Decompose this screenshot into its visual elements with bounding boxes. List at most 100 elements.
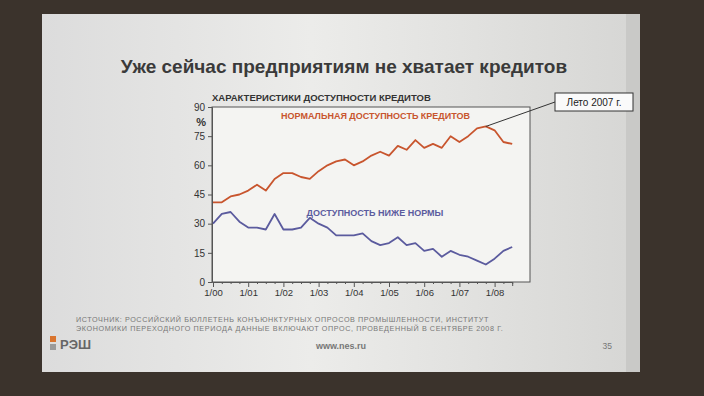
x-tick-mark bbox=[415, 282, 416, 284]
slide bbox=[42, 14, 640, 372]
x-tick-mark bbox=[371, 282, 372, 284]
y-tick: 45 bbox=[194, 189, 212, 200]
x-tick-mark bbox=[310, 282, 311, 284]
x-tick-mark bbox=[512, 282, 513, 284]
x-tick: 1/06 bbox=[415, 282, 434, 298]
y-axis-title: % bbox=[196, 116, 206, 128]
x-tick: 1/08 bbox=[486, 282, 505, 298]
x-tick-label: 1/06 bbox=[415, 287, 434, 298]
y-tick-mark bbox=[208, 165, 212, 166]
slide-edge bbox=[626, 14, 640, 372]
y-axis-line bbox=[208, 108, 213, 283]
x-tick-mark bbox=[486, 282, 487, 284]
y-tick-label: 60 bbox=[194, 160, 206, 171]
x-tick bbox=[275, 282, 276, 284]
x-tick-mark bbox=[231, 282, 232, 284]
x-tick-mark bbox=[257, 282, 258, 284]
plot-frame bbox=[212, 107, 530, 282]
x-tick: 1/02 bbox=[275, 282, 294, 298]
y-tick-label: 45 bbox=[194, 189, 206, 200]
x-tick bbox=[363, 282, 364, 284]
footer-url: www.nes.ru bbox=[315, 341, 366, 351]
x-tick-mark bbox=[301, 282, 302, 284]
x-tick-mark bbox=[222, 282, 223, 284]
series-label: ДОСТУПНОСТЬ НИЖЕ НОРМЫ bbox=[307, 208, 444, 218]
x-tick: 1/07 bbox=[451, 282, 470, 298]
x-tick-label: 1/03 bbox=[310, 287, 329, 298]
x-tick bbox=[257, 282, 258, 284]
x-axis-line bbox=[214, 283, 513, 287]
series-line bbox=[213, 212, 512, 265]
x-tick bbox=[433, 282, 434, 284]
x-tick bbox=[442, 282, 443, 284]
x-tick-label: 1/05 bbox=[380, 287, 399, 298]
x-tick-mark bbox=[503, 282, 504, 284]
x-tick bbox=[239, 282, 240, 284]
y-tick-mark bbox=[208, 136, 212, 137]
x-tick: 1/03 bbox=[310, 282, 329, 298]
x-tick-label: 1/04 bbox=[345, 287, 364, 298]
wall bbox=[0, 0, 704, 396]
x-tick-mark bbox=[433, 282, 434, 284]
x-tick-mark bbox=[239, 282, 240, 284]
y-tick-mark bbox=[208, 195, 212, 196]
x-tick bbox=[292, 282, 293, 284]
x-tick-label: 1/00 bbox=[204, 287, 223, 298]
x-axis: 1/00 1/01 1/02 1/03 1/04 1/05 1/06 1/07 1/08 bbox=[204, 282, 512, 298]
y-tick: 30 bbox=[194, 218, 212, 229]
x-tick: 1/04 bbox=[345, 282, 364, 298]
x-tick-mark bbox=[336, 282, 337, 284]
y-tick: 90 bbox=[194, 102, 212, 113]
x-tick-mark bbox=[275, 282, 276, 284]
source-note: ЭКОНОМИКИ ПЕРЕХОДНОГО ПЕРИОДА ДАННЫЕ ВКЛ… bbox=[76, 324, 503, 333]
y-tick-label: 75 bbox=[194, 131, 206, 142]
y-tick: 15 bbox=[194, 248, 212, 259]
x-tick bbox=[477, 282, 478, 284]
y-tick-label: 15 bbox=[194, 248, 206, 259]
x-tick-mark bbox=[407, 282, 408, 284]
x-tick bbox=[231, 282, 232, 284]
chart-container: Уже сейчас предприятиям не хватает креди… bbox=[0, 0, 704, 396]
x-tick bbox=[407, 282, 408, 284]
x-tick bbox=[266, 282, 267, 284]
x-tick: 1/00 bbox=[204, 282, 223, 298]
y-tick-label: 90 bbox=[194, 102, 206, 113]
x-tick bbox=[486, 282, 487, 284]
series-line bbox=[213, 126, 512, 202]
x-tick bbox=[380, 282, 381, 284]
annotation-box bbox=[555, 93, 633, 111]
x-tick-mark bbox=[363, 282, 364, 284]
x-tick-mark bbox=[442, 282, 443, 284]
x-tick bbox=[327, 282, 328, 284]
x-tick bbox=[415, 282, 416, 284]
y-tick-mark bbox=[208, 253, 212, 254]
source-note: ИСТОЧНИК: РОССИЙСКИЙ БЮЛЛЕТЕНЬ КОНЪЮНКТУ… bbox=[76, 315, 489, 324]
annotation-text: Лето 2007 г. bbox=[567, 97, 622, 108]
logo-mark bbox=[50, 336, 56, 342]
x-tick bbox=[398, 282, 399, 284]
chart-title: ХАРАКТЕРИСТИКИ ДОСТУПНОСТИ КРЕДИТОВ bbox=[212, 92, 431, 103]
x-tick bbox=[451, 282, 452, 284]
x-tick bbox=[512, 282, 513, 284]
x-tick: 1/01 bbox=[239, 282, 258, 298]
x-tick bbox=[222, 282, 223, 284]
page-number: 35 bbox=[603, 341, 613, 351]
x-tick-mark bbox=[327, 282, 328, 284]
x-tick-label: 1/07 bbox=[451, 287, 470, 298]
y-tick: 75 bbox=[194, 131, 212, 142]
y-tick-mark bbox=[208, 107, 212, 108]
x-tick bbox=[503, 282, 504, 284]
x-tick-label: 1/08 bbox=[486, 287, 505, 298]
logo-text: РЭШ bbox=[60, 337, 91, 352]
x-tick bbox=[345, 282, 346, 284]
x-tick bbox=[336, 282, 337, 284]
series-label: НОРМАЛЬНАЯ ДОСТУПНОСТЬ КРЕДИТОВ bbox=[281, 111, 470, 121]
chart-svg: Уже сейчас предприятиям не хватает креди… bbox=[0, 0, 704, 396]
x-tick bbox=[371, 282, 372, 284]
y-tick-mark bbox=[208, 224, 212, 225]
logo-mark bbox=[50, 344, 56, 350]
slide-title: Уже сейчас предприятиям не хватает креди… bbox=[121, 56, 567, 77]
x-tick-mark bbox=[266, 282, 267, 284]
x-tick bbox=[301, 282, 302, 284]
x-tick-mark bbox=[380, 282, 381, 284]
